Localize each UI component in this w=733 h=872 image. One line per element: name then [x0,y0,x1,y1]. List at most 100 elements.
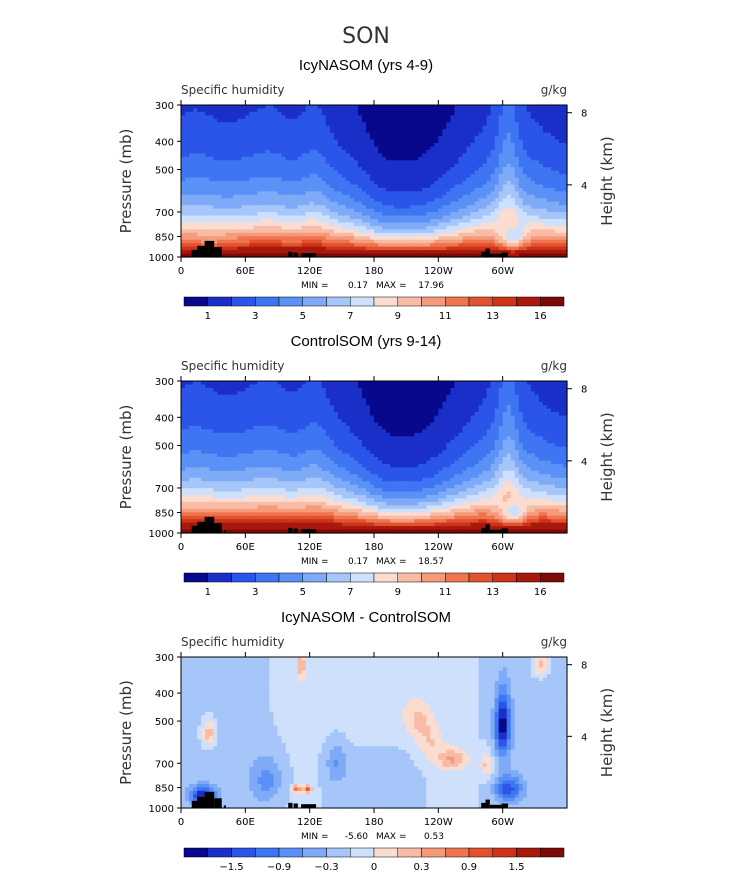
contour-cell [542,246,548,251]
contour-cell [281,398,287,403]
contour-cell [554,108,560,113]
contour-cell [526,122,532,127]
contour-cell [325,163,331,168]
contour-cell [253,167,258,172]
contour-cell [470,253,476,258]
contour-cell [257,236,263,241]
contour-cell [233,125,238,130]
contour-cell [410,208,415,213]
contour-cell [197,398,202,403]
contour-cell [213,208,218,213]
colorbar-label: 16 [534,311,547,322]
contour-cell [478,163,484,168]
contour-cell [482,132,488,137]
contour-cell [217,129,222,134]
contour-cell [434,205,439,210]
contour-cell [189,163,194,168]
contour-cell [229,398,234,403]
contour-cell [498,236,504,241]
contour-cell [301,398,307,403]
contour-cell [522,212,528,217]
contour-cell [325,111,331,116]
contour-cell [394,143,399,148]
contour-cell [506,167,512,172]
colorbar-swatch [302,296,327,307]
contour-cell [265,232,271,237]
contour-cell [225,229,230,234]
contour-cell [285,149,291,154]
contour-cell [301,146,307,151]
contour-cell [289,163,295,168]
contour-cell [257,219,263,224]
contour-cell [554,174,560,179]
contour-cell [506,253,512,258]
contour-cell [313,215,319,220]
contour-cell [185,115,190,120]
contour-cell [474,253,480,258]
contour-cell [213,381,218,386]
contour-cell [554,122,560,127]
contour-cell [430,181,435,186]
contour-cell [229,174,234,179]
contour-cell [301,167,307,172]
contour-cell [337,132,343,137]
contour-cell [470,139,476,144]
contour-cell [426,156,431,161]
contour-cell [201,139,206,144]
contour-cell [410,181,415,186]
contour-cell [213,405,218,410]
contour-cell [297,129,303,134]
contour-cell [526,108,532,113]
contour-cell [281,153,287,158]
contour-cell [394,149,399,154]
contour-cell [398,215,403,220]
contour-cell [478,136,484,141]
x-tick-label: 120E [297,266,322,277]
contour-cell [402,143,407,148]
contour-cell [450,381,456,386]
contour-cell [530,246,536,251]
contour-cell [458,246,464,251]
contour-cell [209,143,214,148]
contour-cell [430,243,435,248]
contour-cell [329,115,335,120]
contour-cell [458,236,464,241]
contour-cell [321,225,327,230]
contour-cell [289,398,295,403]
contour-cell [305,208,311,213]
contour-cell [257,125,263,130]
contour-cell [526,115,532,120]
contour-cell [450,160,456,165]
contour-cell [490,194,496,199]
contour-cell [542,143,548,148]
contour-cell [205,136,210,141]
contour-cell [378,212,383,217]
contour-cell [478,212,484,217]
contour-cell [550,246,556,251]
contour-cell [542,381,548,386]
contour-cell [281,111,287,116]
contour-cell [225,177,230,182]
contour-cell [394,136,399,141]
contour-cell [349,181,355,186]
contour-cell [546,250,552,255]
contour-cell [442,105,447,110]
contour-cell [333,170,339,175]
contour-cell [462,384,468,389]
contour-cell [277,384,283,389]
contour-cell [550,149,556,154]
contour-cell [550,208,556,213]
contour-cell [221,136,226,141]
contour-cell [378,149,383,154]
contour-cell [562,156,568,161]
contour-cell [289,174,295,179]
contour-cell [382,253,387,258]
contour-cell [498,194,504,199]
contour-cell [261,250,267,255]
contour-cell [293,219,299,224]
contour-cell [462,177,468,182]
contour-cell [502,243,508,248]
contour-cell [554,215,560,220]
contour-cell [394,132,399,137]
contour-cell [442,253,447,258]
